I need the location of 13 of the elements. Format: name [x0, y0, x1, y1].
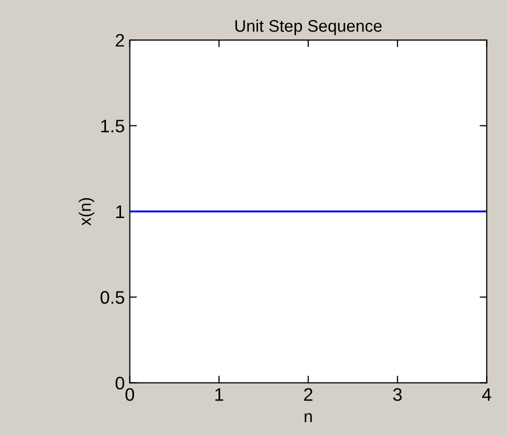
y-tick-label: 1.5	[101, 120, 124, 132]
x-tick-label: 3	[393, 388, 402, 401]
y-tick-label: 0.5	[100, 291, 124, 304]
x-tick-label: 0	[125, 388, 134, 401]
y-tick-label: 1	[116, 206, 124, 218]
y-tick-label: 2	[116, 34, 124, 47]
x-tick-label: 4	[482, 388, 492, 401]
chart-title: Unit Step Sequence	[235, 20, 382, 36]
x-tick-label: 2	[304, 388, 312, 401]
x-tick-label: 1	[215, 388, 224, 401]
y-tick-label: 0	[116, 376, 124, 390]
y-axis-title: x(n)	[78, 198, 94, 226]
x-axis-title: n	[304, 413, 312, 422]
